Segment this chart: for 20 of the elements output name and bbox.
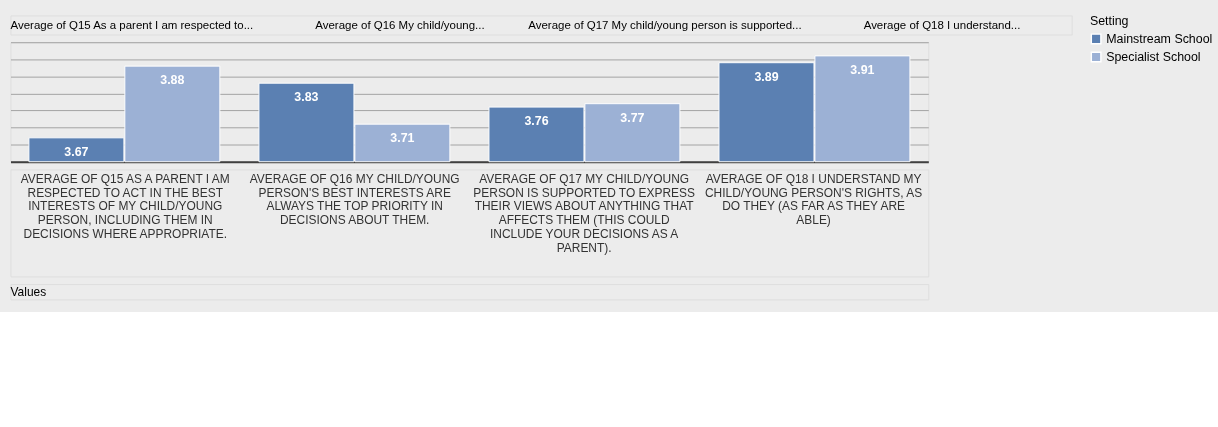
data-label: 3.91	[850, 63, 875, 78]
data-label: 3.77	[620, 110, 645, 125]
text: Average of Q16 My child/young...	[315, 18, 485, 31]
x-tick-label: AVERAGE OF Q15 AS A PARENT I AM RESPECTED TO ACT IN THE BEST INTERESTS OF MY CHILD/YOUNG PERSON, INCLUDING THEM IN DECISIONS WHERE APPROPRIATE.	[20, 171, 230, 242]
data-label: 3.88	[160, 73, 185, 88]
text: Average of Q17 My child/young person is supported...	[528, 18, 802, 31]
text: Average of Q18 I understand...	[863, 18, 1021, 31]
legend-title: Setting	[1089, 14, 1129, 29]
text: Values	[10, 284, 47, 299]
data-label: 3.89	[754, 69, 779, 84]
data-label: 3.76	[524, 114, 549, 129]
x-tick-label: AVERAGE OF Q16 MY CHILD/YOUNG PERSON'S BEST INTERESTS ARE ALWAYS THE TOP PRIORITY IN DECISIONS ABOUT THEM.	[249, 171, 460, 228]
text: Average of Q15 As a parent I am respected to...	[10, 18, 254, 31]
x-tick-label: AVERAGE OF Q17 MY CHILD/YOUNG PERSON IS SUPPORTED TO EXPRESS THEIR VIEWS ABOUT ANYTHING THAT AFFECTS THEM (THIS COULD INCLUDE YOUR DECISIONS AS A PARENT).	[473, 171, 695, 256]
data-label: 3.71	[390, 131, 415, 146]
legend-label: Mainstream School	[1106, 31, 1213, 46]
data-label: 3.83	[294, 90, 319, 105]
legend-label: Specialist School	[1106, 49, 1201, 64]
data-label: 3.67	[64, 145, 89, 159]
x-tick-label: AVERAGE OF Q18 I UNDERSTAND MY CHILD/YOUNG PERSON'S RIGHTS, AS DO THEY (AS FAR AS THEY ARE ABLE)	[704, 171, 923, 228]
